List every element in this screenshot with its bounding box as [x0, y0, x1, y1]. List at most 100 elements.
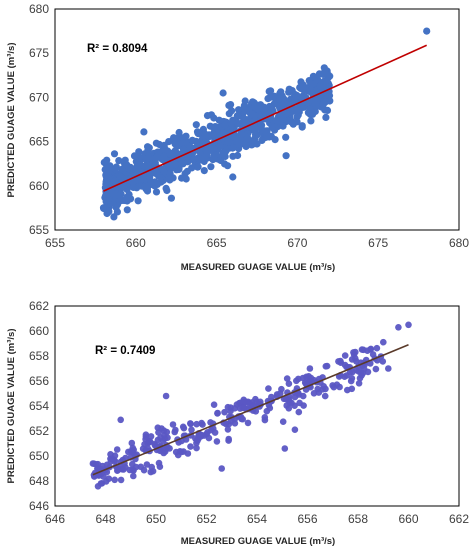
data-point	[213, 438, 221, 445]
data-point	[129, 460, 136, 468]
x-tick-label: 646	[45, 512, 65, 526]
data-point	[111, 476, 118, 484]
data-point	[316, 82, 324, 90]
data-point	[117, 416, 124, 424]
data-point	[229, 173, 237, 181]
data-point	[166, 162, 174, 170]
data-point	[268, 122, 276, 130]
data-point	[134, 197, 142, 205]
data-point	[348, 375, 356, 382]
data-point	[298, 122, 306, 130]
y-tick-label: 656	[29, 374, 49, 388]
data-point	[135, 148, 143, 156]
data-point	[282, 133, 290, 141]
data-point	[221, 408, 228, 416]
data-point	[301, 85, 309, 93]
data-point	[321, 77, 329, 85]
x-axis-label: MEASURED GUAGE VALUE (m³/s)	[181, 536, 335, 547]
data-point	[252, 125, 260, 133]
data-point	[281, 445, 289, 452]
data-point	[395, 324, 402, 331]
data-point	[160, 152, 168, 160]
data-point	[193, 420, 200, 428]
data-point	[299, 392, 307, 400]
data-point	[282, 152, 290, 160]
data-point	[216, 142, 224, 150]
data-point	[103, 209, 111, 218]
data-point	[214, 410, 221, 417]
data-point	[111, 177, 119, 185]
data-point	[184, 450, 192, 457]
data-point	[233, 112, 241, 120]
data-point	[194, 130, 203, 138]
data-point	[146, 173, 154, 181]
data-point	[385, 365, 392, 372]
data-point	[275, 102, 283, 110]
data-point	[285, 88, 293, 96]
data-point	[341, 352, 349, 359]
data-point	[130, 472, 137, 480]
data-point	[120, 466, 127, 473]
y-axis-label: PREDICTED GUAGE VALUE (m³/s)	[6, 42, 17, 197]
data-point	[319, 70, 327, 78]
data-point	[204, 429, 211, 436]
data-point	[111, 457, 119, 465]
data-point	[235, 106, 243, 114]
x-tick-label: 658	[348, 512, 368, 526]
data-point	[127, 165, 135, 173]
y-tick-label: 670	[29, 90, 49, 104]
data-point	[258, 136, 266, 144]
data-point	[146, 438, 154, 445]
data-point	[352, 348, 359, 356]
data-point	[89, 460, 97, 467]
data-point	[201, 154, 209, 162]
data-point	[369, 351, 377, 358]
data-point	[110, 150, 119, 158]
y-tick-label: 652	[29, 424, 49, 438]
data-point	[152, 188, 161, 196]
data-point	[244, 419, 252, 427]
data-point	[142, 431, 150, 439]
data-point	[308, 86, 316, 94]
data-point	[343, 372, 350, 379]
data-point	[200, 167, 208, 175]
x-tick-label: 660	[126, 236, 146, 250]
data-point	[125, 448, 132, 456]
trend-line	[92, 344, 409, 476]
data-point	[306, 105, 314, 113]
r-squared-label: R² = 0.8094	[87, 43, 148, 55]
data-point	[364, 368, 372, 376]
data-point	[215, 116, 223, 124]
data-point	[127, 195, 135, 203]
data-point	[320, 383, 328, 390]
data-point	[287, 118, 295, 126]
data-point	[122, 454, 129, 462]
data-point	[355, 380, 363, 387]
data-point	[261, 127, 269, 135]
scatter-chart-2: 646 648 650 652 654 656 658 660 662 646 648 650 652…	[6, 299, 469, 547]
data-point	[231, 405, 238, 412]
data-point	[121, 156, 129, 164]
y-tick-label: 648	[29, 474, 49, 488]
data-point	[123, 206, 131, 214]
data-point	[209, 130, 217, 138]
x-tick-label: 652	[196, 512, 216, 526]
data-point	[155, 459, 163, 467]
data-point	[129, 183, 137, 191]
data-point	[154, 424, 162, 432]
data-point	[285, 380, 293, 388]
data-point	[367, 346, 374, 353]
data-point	[169, 421, 177, 428]
data-point	[307, 117, 315, 125]
data-point	[243, 135, 251, 143]
data-point	[153, 168, 161, 176]
data-point	[405, 321, 412, 329]
data-point	[308, 80, 316, 88]
y-tick-label: 675	[29, 46, 49, 60]
data-point	[233, 137, 241, 146]
data-point	[283, 375, 291, 382]
data-point	[210, 401, 218, 409]
scatter-chart-1: 655 660 665 670 675 680 655 660 665 670 675 680 R²…	[6, 2, 469, 273]
data-point	[234, 119, 242, 127]
